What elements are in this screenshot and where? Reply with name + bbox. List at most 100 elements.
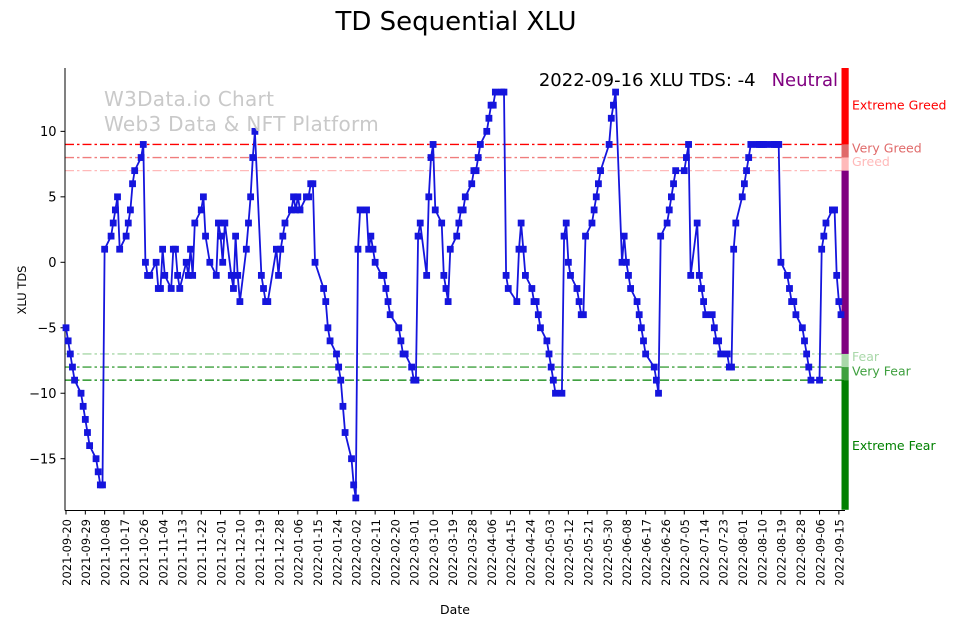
x-tick-label: 2022-03-19 (446, 519, 460, 586)
tds-marker (528, 285, 536, 292)
tds-marker (337, 376, 345, 384)
tds-marker (401, 350, 409, 358)
tds-marker (710, 324, 718, 332)
x-tick-label: 2022-03-10 (427, 519, 441, 586)
tds-marker (191, 219, 199, 227)
tds-marker (341, 429, 349, 436)
tds-marker (762, 141, 770, 148)
x-tick-label: 2021-12-28 (272, 519, 286, 586)
tds-marker (637, 324, 645, 332)
x-tick-label: 2022-08-01 (736, 519, 750, 586)
tds-marker (92, 455, 100, 463)
tds-marker (249, 154, 257, 161)
tds-marker (367, 232, 375, 240)
tds-marker (650, 363, 658, 371)
tds-marker (264, 298, 272, 305)
tds-marker (500, 88, 508, 96)
tds-marker (408, 363, 416, 371)
tds-marker (545, 350, 553, 358)
tds-marker (504, 285, 512, 292)
tds-marker (833, 271, 841, 279)
x-tick-label: 2022-06-26 (659, 519, 673, 586)
tds-marker (260, 285, 267, 292)
tds-marker (189, 271, 197, 279)
x-tick-label: 2022-01-24 (330, 519, 344, 586)
tds-marker (234, 271, 242, 279)
tds-marker (517, 219, 525, 227)
x-tick-label: 2022-04-15 (504, 519, 518, 586)
x-tick-label: 2021-09-29 (79, 519, 93, 586)
tds-marker (197, 206, 205, 214)
tds-marker (199, 193, 207, 201)
tds-marker (582, 232, 589, 240)
tds-marker (573, 285, 581, 292)
tds-marker (446, 245, 454, 253)
tds-marker (818, 245, 826, 253)
x-tick-label: 2022-05-03 (543, 519, 557, 586)
tds-marker (414, 232, 422, 240)
tds-marker (365, 245, 373, 253)
tds-marker (579, 311, 587, 319)
tds-marker (101, 245, 109, 253)
tds-marker (453, 232, 461, 240)
watermark-line2: Web3 Data & NFT Platform (104, 112, 379, 136)
tds-marker (685, 141, 692, 148)
latest-reading-annotation: 2022-09-16 XLU TDS: -4 Neutral (539, 70, 838, 91)
tds-marker (139, 141, 147, 148)
tds-marker (395, 324, 403, 332)
x-tick-label: 2022-09-15 (833, 519, 847, 586)
tds-marker (292, 206, 300, 214)
tds-marker (803, 350, 811, 358)
tds-marker (440, 271, 448, 279)
tds-marker (333, 350, 340, 358)
tds-marker (786, 285, 793, 292)
x-tick-label: 2021-12-01 (214, 519, 228, 586)
tds-marker (620, 232, 628, 240)
zone-label-extreme-greed: Extreme Greed (852, 97, 946, 112)
y-axis-title: XLU TDS (15, 265, 29, 315)
x-tick-label: 2022-02-02 (350, 519, 364, 586)
y-tick-label: 10 (40, 125, 57, 140)
sentiment-bar-extreme-greed (841, 68, 849, 145)
x-tick-label: 2021-11-22 (195, 519, 209, 586)
x-tick-label: 2022-07-05 (678, 519, 692, 586)
tds-marker (212, 271, 220, 279)
tds-marker (227, 271, 235, 279)
tds-marker (455, 219, 463, 227)
tds-marker (820, 232, 828, 240)
tds-marker (219, 258, 227, 266)
x-tick-label: 2022-04-24 (524, 519, 538, 586)
tds-marker (461, 193, 469, 201)
tds-marker (129, 180, 136, 188)
tds-marker (798, 324, 806, 332)
x-axis-title: Date (440, 602, 470, 617)
tds-marker (423, 271, 431, 279)
tds-marker (590, 206, 598, 214)
x-tick-label: 2022-09-06 (813, 519, 827, 586)
x-tick-label: 2022-05-21 (581, 519, 595, 586)
tds-marker (380, 271, 388, 279)
tds-marker (625, 271, 632, 279)
x-tick-label: 2021-09-20 (60, 519, 74, 586)
tds-marker (444, 298, 452, 305)
tds-marker (429, 141, 437, 148)
tds-marker (277, 245, 285, 253)
tds-marker (352, 494, 360, 502)
tds-marker (552, 389, 559, 397)
tds-marker (640, 337, 647, 345)
tds-marker (348, 455, 355, 463)
tds-marker (687, 271, 695, 279)
tds-marker (161, 271, 169, 279)
tds-marker (109, 219, 117, 227)
tds-marker (775, 141, 783, 148)
tds-marker (305, 193, 312, 201)
x-tick-label: 2022-08-28 (794, 519, 808, 586)
tds-marker (607, 114, 615, 122)
tds-marker (700, 298, 708, 305)
tds-marker (807, 376, 815, 384)
y-tick-label: 0 (48, 256, 56, 271)
tds-marker (157, 285, 164, 292)
tds-marker (657, 232, 665, 240)
tds-marker (730, 245, 738, 253)
tds-marker (655, 389, 662, 397)
